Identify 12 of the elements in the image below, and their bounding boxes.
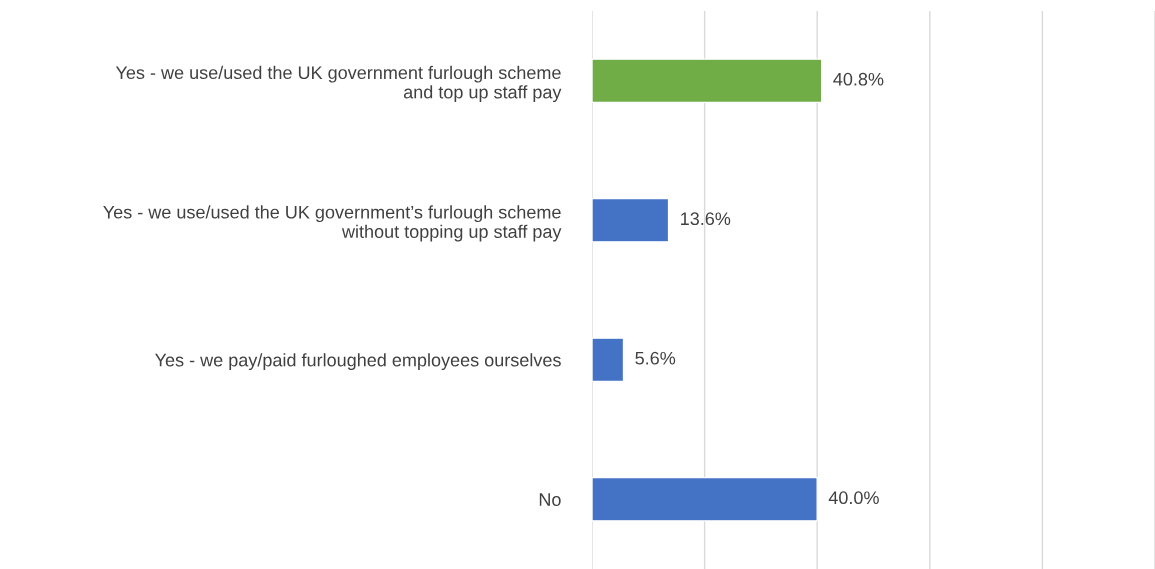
data-label: 5.6% [635, 351, 676, 365]
data-label: 40.0% [828, 491, 879, 505]
bar [592, 337, 625, 383]
y-tick-label: Yes - we use/used the UK government’s furlough scheme without topping up staff pay [103, 205, 562, 242]
y-tick-label: Yes - we use/used the UK government furlough scheme and top up staff pay [115, 65, 562, 103]
bar [592, 58, 823, 104]
bar [592, 197, 670, 243]
y-tick-label: No [539, 493, 561, 506]
data-label: 13.6% [681, 212, 731, 226]
bar [592, 476, 818, 522]
y-tick-label: Yes - we pay/paid furloughed employees ourselves [155, 353, 561, 371]
data-label: 40.8% [833, 72, 884, 86]
